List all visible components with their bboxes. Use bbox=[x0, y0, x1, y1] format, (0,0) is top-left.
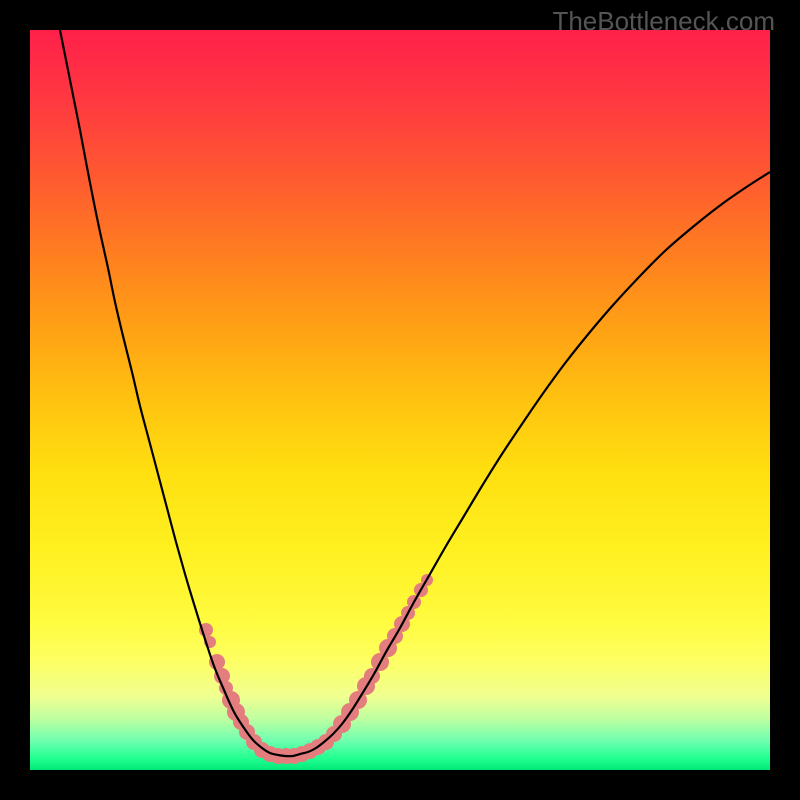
bottleneck-curve bbox=[60, 30, 770, 756]
curve-markers bbox=[199, 574, 433, 764]
watermark-label: TheBottleneck.com bbox=[552, 6, 775, 37]
chart-stage: TheBottleneck.com bbox=[0, 0, 800, 800]
plot-svg bbox=[0, 0, 800, 800]
